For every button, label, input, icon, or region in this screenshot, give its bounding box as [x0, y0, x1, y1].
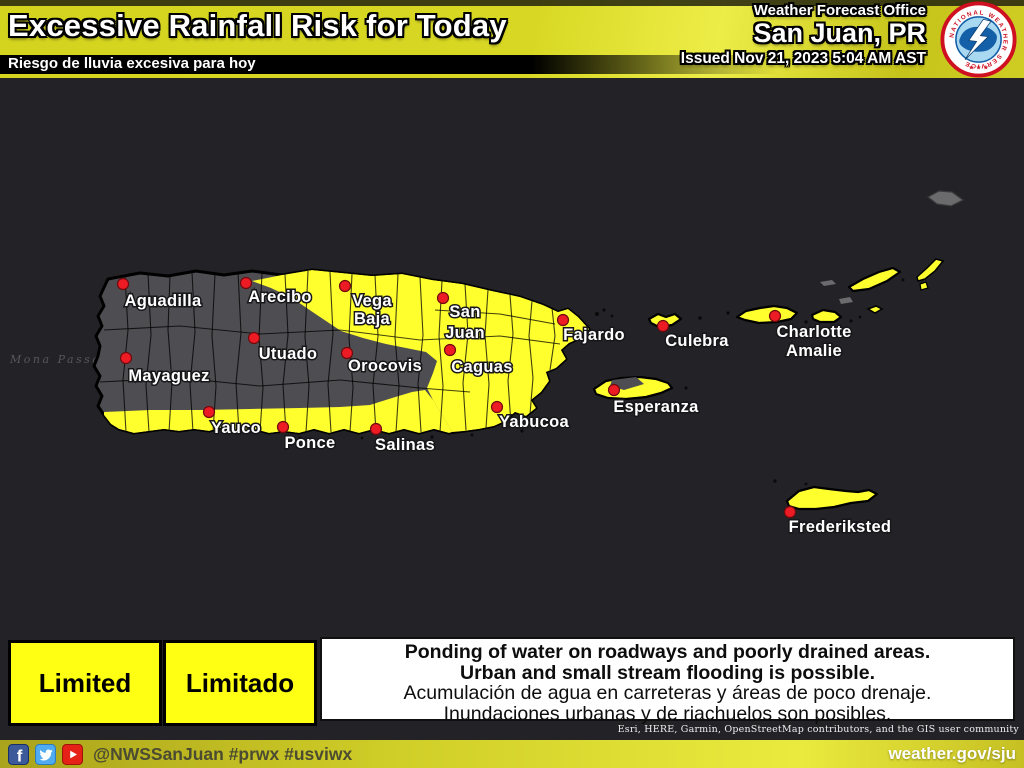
page-title: Excessive Rainfall Risk for Today — [8, 8, 507, 43]
city-marker-aguadilla: Aguadilla — [116, 277, 203, 312]
city-marker-frederiksted: Frederiksted — [783, 505, 893, 538]
header-banner: Excessive Rainfall Risk for Today Riesgo… — [0, 0, 1024, 78]
twitter-icon[interactable] — [35, 743, 56, 765]
city-marker-caguas: Caguas — [443, 343, 514, 378]
anegada-island — [926, 190, 965, 207]
city-dot — [338, 279, 352, 293]
nws-logo-stars: ★ ★ ★ — [968, 64, 988, 71]
coastal-islets — [298, 278, 905, 486]
city-marker-arecibo: Arecibo — [239, 276, 313, 308]
impact-statement-box: Ponding of water on roadways and poorly … — [320, 637, 1015, 724]
city-dot — [783, 505, 797, 519]
city-label: Yabucoa — [499, 413, 569, 431]
risk-level-badge-es: Limitado — [163, 640, 317, 726]
limited-risk-regions — [104, 270, 589, 433]
city-dot — [768, 309, 782, 323]
nws-logo-icon: NATIONAL WEATHER SERVICE ★ ★ ★ — [940, 1, 1017, 78]
city-label: Yauco — [211, 419, 261, 437]
city-label: Charlotte — [776, 323, 851, 341]
header-top-edge — [0, 0, 1024, 6]
st-john-island — [810, 308, 843, 324]
city-marker-esperanza: Esperanza — [607, 383, 700, 418]
page-subtitle-spanish: Riesgo de lluvia excesiva para hoy — [8, 55, 256, 72]
city-dot — [369, 422, 383, 436]
city-label: Fajardo — [563, 326, 625, 344]
city-dot — [202, 405, 216, 419]
mona-passage-label: Mona Passage — [9, 353, 120, 366]
social-handle[interactable]: @NWSSanJuan #prwx #usviwx — [93, 743, 353, 764]
city-label: Esperanza — [613, 398, 699, 416]
city-dot — [239, 276, 253, 290]
city-dot — [556, 313, 570, 327]
city-label: Culebra — [665, 332, 729, 350]
city-dot — [276, 420, 290, 434]
office-name: Weather Forecast Office — [753, 2, 926, 19]
gray-cay — [839, 297, 853, 304]
city-label: Baja — [354, 310, 391, 328]
city-label: Mayaguez — [128, 367, 209, 385]
youtube-icon[interactable] — [62, 743, 83, 765]
city-dot — [656, 319, 670, 333]
city-dot — [436, 291, 450, 305]
risk-level-badge-en: Limited — [8, 640, 162, 726]
city-marker-yabucoa: Yabucoa — [490, 400, 571, 433]
city-marker-ponce: Ponce — [276, 420, 337, 454]
website-url[interactable]: weather.gov/sju — [888, 744, 1016, 763]
city-marker-mayaguez: Mayaguez — [119, 351, 211, 387]
risk-map-svg: Mona Passage Aguadilla Areci — [9, 190, 965, 538]
islet — [919, 281, 929, 291]
city-marker-san-juan: San Juan — [436, 291, 486, 344]
city-marker-culebra: Culebra — [656, 319, 730, 352]
city-label: Aguadilla — [125, 292, 202, 310]
subtitle-band: Riesgo de lluvia excesiva para hoy — [0, 55, 1024, 74]
city-label: Vega — [352, 292, 392, 310]
jost-van-dyke-island — [866, 305, 884, 314]
svg-text:f: f — [17, 746, 23, 765]
footer-bar: f @NWSSanJuan #prwx #usviwx weather.gov/… — [0, 740, 1024, 768]
virgin-gorda-island — [916, 258, 945, 282]
city-marker-orocovis: Orocovis — [340, 346, 423, 377]
city-dot — [119, 351, 133, 365]
city-label: Arecibo — [248, 288, 312, 306]
city-label: Amalie — [786, 342, 842, 360]
impact-statement-en-2: Urban and small stream flooding is possi… — [459, 661, 875, 684]
city-dot — [340, 346, 354, 360]
city-dot — [607, 383, 621, 397]
city-label: Utuado — [259, 345, 318, 363]
city-label: Frederiksted — [789, 518, 892, 536]
impact-statement-es-1: Acumulación de agua en carreteras y área… — [403, 682, 932, 704]
city-marker-salinas: Salinas — [369, 422, 436, 456]
city-dot — [247, 331, 261, 345]
vieques-island — [592, 375, 674, 401]
issued-timestamp: Issued Nov 21, 2023 5:04 AM AST — [680, 50, 926, 67]
map-attribution: Esri, HERE, Garmin, OpenStreetMap contri… — [617, 724, 1019, 735]
city-dot — [443, 343, 457, 357]
city-label: Salinas — [375, 436, 435, 454]
city-marker-yauco: Yauco — [202, 405, 262, 439]
st-thomas-island — [735, 304, 799, 325]
city-dot — [490, 400, 504, 414]
city-marker-utuado: Utuado — [247, 331, 319, 365]
social-icons: f — [8, 743, 83, 765]
st-croix-island — [785, 485, 879, 511]
city-label: Orocovis — [348, 357, 422, 375]
tortola-island — [847, 266, 902, 293]
impact-statement-es-2: Inundaciones urbanas y de riachuelos son… — [443, 702, 892, 725]
impact-statement-en-1: Ponding of water on roadways and poorly … — [404, 641, 931, 663]
rainfall-risk-map: Mona Passage Aguadilla Areci — [0, 78, 1024, 628]
city-label: San — [449, 303, 480, 321]
office-block: Weather Forecast Office San Juan, PR Iss… — [681, 3, 926, 67]
city-marker-fajardo: Fajardo — [556, 313, 626, 346]
office-location: San Juan, PR — [753, 18, 926, 48]
city-label: Juan — [445, 324, 485, 342]
city-dot — [116, 277, 130, 291]
facebook-icon[interactable]: f — [8, 743, 29, 765]
city-label: Ponce — [284, 434, 335, 452]
gray-cay — [820, 280, 836, 286]
city-label: Caguas — [451, 358, 512, 376]
